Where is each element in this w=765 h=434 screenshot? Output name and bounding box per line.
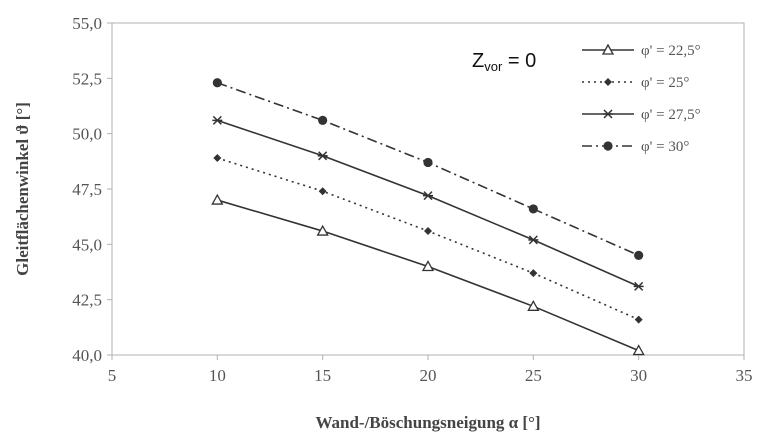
marker-diamond bbox=[318, 187, 327, 196]
z-annotation-main: Z bbox=[472, 50, 484, 72]
legend: φ' = 22,5° φ' = 25° φ' = 27,5° φ' = 30° bbox=[582, 43, 701, 155]
marker-diamond bbox=[424, 227, 432, 236]
z-annotation: Zvor = 0 bbox=[472, 50, 536, 74]
series-2 bbox=[213, 154, 643, 324]
series-group bbox=[211, 78, 645, 356]
marker-triangle bbox=[601, 43, 615, 55]
x-tick-label: 20 bbox=[420, 366, 437, 385]
legend-item: φ' = 27,5° bbox=[582, 107, 701, 123]
y-tick-label: 55,0 bbox=[72, 14, 102, 33]
marker-asterisk bbox=[528, 235, 539, 245]
marker-circle bbox=[212, 78, 222, 88]
legend-item: φ' = 25° bbox=[582, 75, 689, 91]
marker-circle bbox=[423, 157, 433, 168]
series-line bbox=[217, 157, 639, 321]
marker-circle bbox=[603, 141, 613, 151]
z-annotation-rest: = 0 bbox=[502, 50, 536, 72]
x-tick-label: 15 bbox=[314, 366, 331, 385]
ticks: 40,0 42,5 45,0 47,5 50,0 52,5 55,0 5 10 15 20 25 30 3… bbox=[72, 14, 752, 385]
marker-triangle bbox=[527, 299, 540, 311]
marker-diamond bbox=[634, 315, 643, 324]
x-axis-title: Wand-/Böschungsneigung α [°] bbox=[315, 413, 540, 432]
marker-triangle bbox=[421, 260, 435, 272]
marker-diamond bbox=[604, 78, 612, 86]
y-tick-label: 45,0 bbox=[72, 235, 102, 254]
z-annotation-sub: vor bbox=[484, 59, 503, 74]
x-tick-label: 35 bbox=[736, 366, 753, 385]
legend-label: φ' = 27,5° bbox=[641, 107, 701, 123]
marker-triangle bbox=[316, 224, 329, 236]
marker-diamond bbox=[213, 154, 222, 163]
legend-label: φ' = 30° bbox=[641, 139, 689, 155]
series-line bbox=[217, 199, 639, 352]
marker-circle bbox=[528, 204, 538, 214]
marker-circle bbox=[634, 250, 644, 260]
series-3 bbox=[212, 115, 644, 291]
series-1 bbox=[211, 193, 645, 356]
marker-triangle bbox=[632, 344, 645, 356]
marker-asterisk bbox=[603, 109, 613, 119]
x-tick-label: 25 bbox=[525, 366, 542, 385]
y-axis-title: Gleitflächenwinkel ϑ [°] bbox=[13, 102, 32, 276]
x-tick-label: 30 bbox=[630, 366, 647, 385]
x-tick-label: 10 bbox=[209, 366, 226, 385]
marker-diamond bbox=[529, 269, 538, 278]
y-tick-label: 47,5 bbox=[72, 180, 102, 199]
series-4 bbox=[212, 78, 644, 260]
marker-triangle bbox=[211, 193, 224, 205]
marker-circle bbox=[318, 115, 328, 125]
marker-asterisk bbox=[212, 115, 223, 125]
legend-item: φ' = 22,5° bbox=[582, 43, 701, 59]
x-tick-label: 5 bbox=[108, 366, 117, 385]
y-tick-label: 40,0 bbox=[72, 346, 102, 365]
marker-asterisk bbox=[423, 191, 433, 201]
marker-asterisk bbox=[317, 151, 328, 161]
y-tick-label: 42,5 bbox=[72, 291, 102, 310]
legend-label: φ' = 25° bbox=[641, 75, 689, 91]
legend-item: φ' = 30° bbox=[582, 139, 689, 155]
y-tick-label: 50,0 bbox=[72, 125, 102, 144]
y-tick-label: 52,5 bbox=[72, 69, 102, 88]
legend-label: φ' = 22,5° bbox=[641, 43, 701, 59]
marker-asterisk bbox=[633, 281, 644, 291]
plot-frame bbox=[111, 22, 745, 356]
